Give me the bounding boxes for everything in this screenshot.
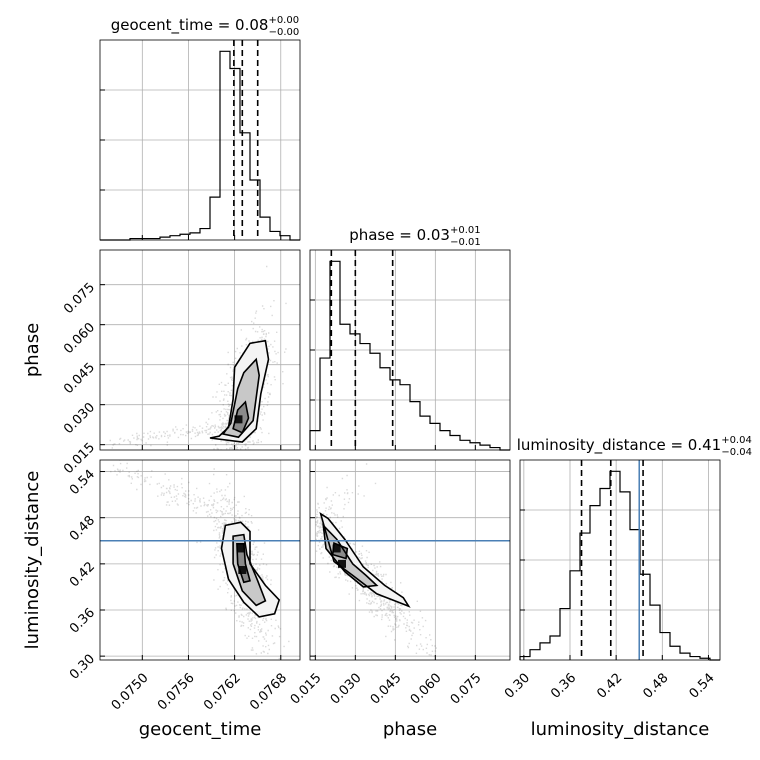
x-tick-label: 0.0768 — [247, 671, 290, 714]
y-tick-label: 0.36 — [67, 605, 98, 636]
y-tick-label: 0.48 — [67, 513, 98, 544]
histogram-luminosity_distance — [519, 470, 720, 661]
x-tick-label: 0.075 — [448, 671, 485, 708]
contour-level-3 — [232, 400, 250, 434]
x-tick-label: 0.0756 — [155, 671, 198, 714]
x-tick-label: 0.045 — [368, 671, 405, 708]
y-tick-label: 0.060 — [61, 320, 98, 357]
y-tick-label: 0.42 — [67, 559, 98, 590]
density-peak — [332, 544, 341, 553]
y-tick-label: 0.075 — [61, 280, 98, 317]
pair-panel-geocent_time-luminosity_distance — [99, 459, 301, 661]
panel-content — [100, 460, 300, 660]
title-upper-error: +0.00 — [268, 15, 299, 26]
x-tick-label: 0.0762 — [201, 671, 244, 714]
density-fill — [236, 543, 250, 583]
contour-level-3 — [236, 543, 251, 584]
panel-frame — [309, 459, 511, 661]
panel-frame — [99, 249, 301, 451]
y-tick-label: 0.030 — [61, 400, 98, 437]
y-axis-label-luminosity_distance: luminosity_distance — [22, 471, 43, 650]
hist-panel-phase: phase = 0.03+0.01 −0.01 — [309, 225, 511, 451]
contour-level-3 — [331, 541, 349, 560]
histogram-phase — [309, 260, 510, 451]
x-tick-label: 0.48 — [640, 671, 671, 702]
title-lower-error: −0.01 — [450, 237, 481, 248]
title-value: geocent_time = 0.08 — [111, 16, 269, 35]
panel-frame — [519, 459, 721, 661]
y-axis-label-phase: phase — [22, 323, 43, 377]
title-upper-error: +0.01 — [450, 225, 481, 236]
pair-panel-phase-luminosity_distance — [309, 459, 511, 661]
hist-panel-luminosity_distance: luminosity_distance = 0.41+0.04 −0.04 — [517, 435, 752, 661]
panel-content — [310, 460, 510, 660]
y-tick-label: 0.30 — [67, 652, 98, 683]
pair-panel-geocent_time-phase — [99, 249, 301, 451]
contour-level-1 — [319, 512, 411, 608]
density-peak — [338, 559, 346, 568]
title-luminosity_distance: luminosity_distance = 0.41+0.04 −0.04 — [517, 435, 752, 458]
x-axis-label-geocent_time: geocent_time — [139, 719, 262, 740]
hist-panel-geocent_time: geocent_time = 0.08+0.00 −0.00 — [99, 15, 301, 241]
title-geocent_time: geocent_time = 0.08+0.00 −0.00 — [111, 15, 300, 38]
density-peak — [238, 566, 247, 574]
x-tick-label: 0.36 — [548, 671, 579, 702]
title-lower-error: −0.04 — [721, 447, 752, 458]
y-tick-label: 0.015 — [61, 440, 98, 477]
scatter-points — [110, 460, 290, 660]
contour-level-1 — [220, 521, 281, 618]
x-tick-label: 0.54 — [687, 671, 718, 702]
title-upper-error: +0.04 — [721, 435, 752, 446]
title-lower-error: −0.00 — [269, 27, 300, 38]
x-axis-label-luminosity_distance: luminosity_distance — [531, 719, 710, 740]
scatter-points — [109, 265, 287, 450]
title-value: phase = 0.03 — [349, 226, 450, 244]
x-tick-label: 0.015 — [288, 671, 325, 708]
x-tick-label: 0.0750 — [109, 671, 152, 714]
x-tick-label: 0.060 — [408, 671, 445, 708]
density-peak — [234, 415, 243, 424]
density-peak — [236, 544, 245, 553]
panel-frame — [309, 249, 511, 451]
x-axis-label-phase: phase — [383, 719, 437, 740]
x-tick-label: 0.30 — [502, 671, 533, 702]
x-tick-label: 0.030 — [328, 671, 365, 708]
title-phase: phase = 0.03+0.01 −0.01 — [349, 225, 481, 248]
x-tick-label: 0.42 — [594, 671, 625, 702]
panel-content — [100, 250, 300, 450]
y-tick-label: 0.045 — [61, 360, 98, 397]
panel-frame — [99, 39, 301, 241]
panel-frame — [99, 459, 301, 661]
histogram-geocent_time — [100, 50, 300, 241]
contour-level-2 — [322, 523, 379, 588]
title-value: luminosity_distance = 0.41 — [517, 436, 721, 455]
